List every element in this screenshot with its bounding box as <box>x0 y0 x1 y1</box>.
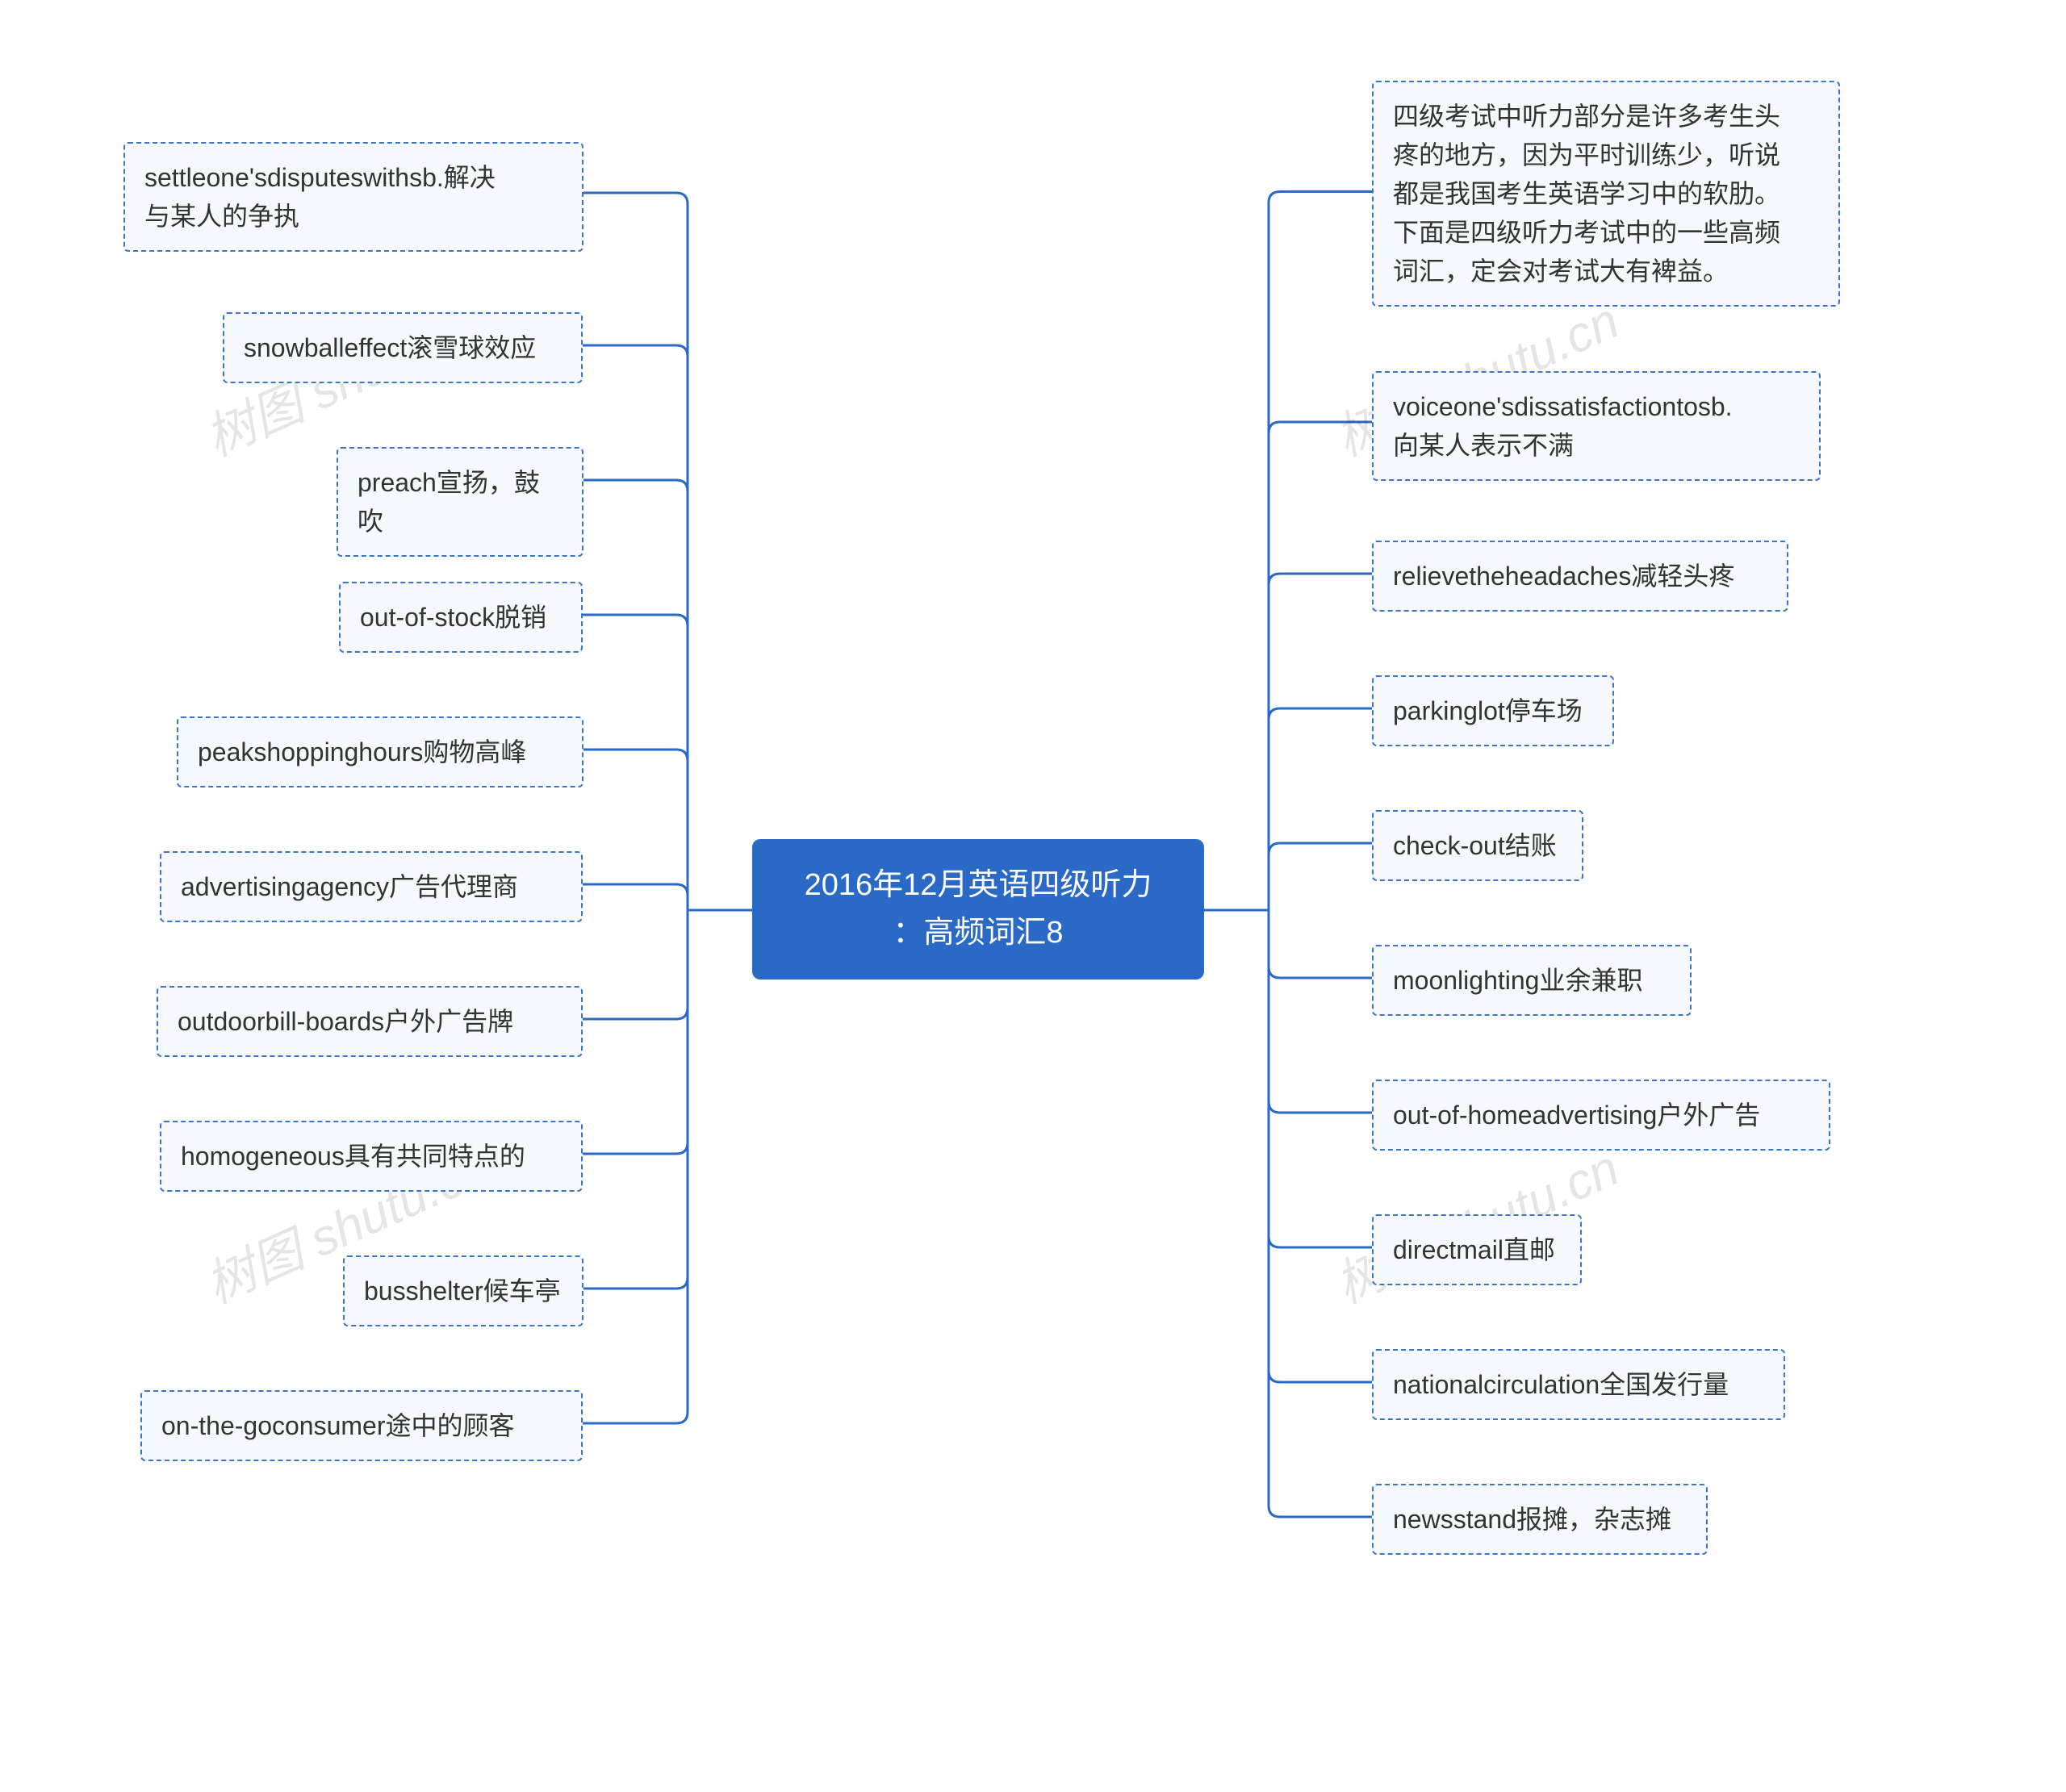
left-node-8: busshelter候车亭 <box>343 1255 583 1326</box>
right-node-7: directmail直邮 <box>1372 1214 1582 1285</box>
right-node-3: parkinglot停车场 <box>1372 675 1614 746</box>
right-node-2: relievetheheadaches减轻头疼 <box>1372 541 1788 612</box>
right-node-1: voiceone'sdissatisfactiontosb.向某人表示不满 <box>1372 371 1821 481</box>
left-node-1: snowballeffect滚雪球效应 <box>223 312 583 383</box>
mindmap-canvas: 2016年12月英语四级听力：高频词汇8 树图 shutu.cn树图 shutu… <box>0 0 2066 1792</box>
right-node-8: nationalcirculation全国发行量 <box>1372 1349 1785 1420</box>
left-node-9: on-the-goconsumer途中的顾客 <box>140 1390 583 1461</box>
right-node-6: out-of-homeadvertising户外广告 <box>1372 1080 1830 1151</box>
center-node: 2016年12月英语四级听力：高频词汇8 <box>752 839 1204 980</box>
left-node-6: outdoorbill-boards户外广告牌 <box>157 986 583 1057</box>
left-node-2: preach宣扬，鼓吹 <box>337 447 583 557</box>
right-node-0: 四级考试中听力部分是许多考生头疼的地方，因为平时训练少，听说都是我国考生英语学习… <box>1372 81 1840 307</box>
left-node-0: settleone'sdisputeswithsb.解决与某人的争执 <box>123 142 583 252</box>
left-node-5: advertisingagency广告代理商 <box>160 851 583 922</box>
right-node-5: moonlighting业余兼职 <box>1372 945 1692 1016</box>
right-node-9: newsstand报摊，杂志摊 <box>1372 1484 1708 1555</box>
left-node-7: homogeneous具有共同特点的 <box>160 1121 583 1192</box>
right-node-4: check-out结账 <box>1372 810 1583 881</box>
left-node-3: out-of-stock脱销 <box>339 582 583 653</box>
left-node-4: peakshoppinghours购物高峰 <box>177 716 583 787</box>
